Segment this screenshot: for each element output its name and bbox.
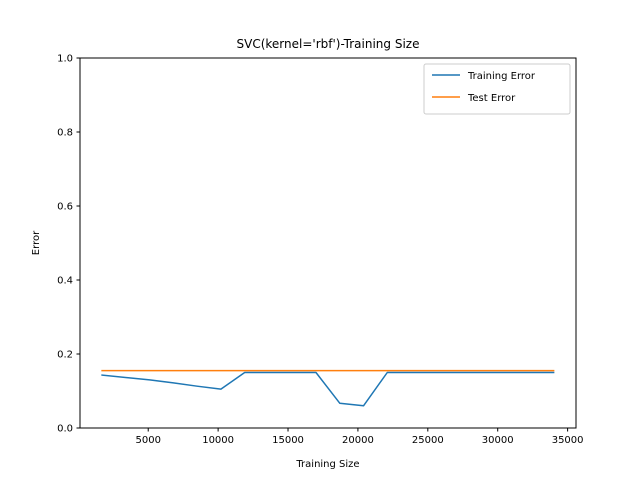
y-tick-label: 0.8 <box>57 128 73 139</box>
x-tick-label: 35000 <box>552 435 584 446</box>
x-tick-label: 10000 <box>202 435 234 446</box>
series-layer <box>101 369 555 407</box>
legend-box <box>423 63 571 115</box>
x-tick-label: 30000 <box>482 435 514 446</box>
y-tick-label: 0.6 <box>57 202 73 213</box>
x-tick-label: 20000 <box>342 435 374 446</box>
y-tick-label: 1.0 <box>57 54 73 65</box>
y-tick-label: 0.4 <box>57 276 73 287</box>
legend: Training Error Test Error <box>423 63 571 115</box>
y-tick-label: 0.0 <box>57 424 73 435</box>
legend-label-1: Training Error <box>467 71 536 82</box>
legend-label-2: Test Error <box>467 93 516 104</box>
y-axis: 0.0 0.2 0.4 0.6 0.8 1.0 <box>57 54 80 435</box>
x-tick-label: 5000 <box>135 435 160 446</box>
x-tick-label: 15000 <box>272 435 304 446</box>
plot-frame <box>79 57 577 429</box>
x-axis-label: Training Size <box>295 459 359 470</box>
chart-title: SVC(kernel='rbf')-Training Size <box>237 37 420 51</box>
x-axis: 5000 10000 15000 20000 25000 30000 35000 <box>135 428 584 446</box>
series-line-1 <box>101 371 555 407</box>
y-tick-label: 0.2 <box>57 350 73 361</box>
y-axis-label: Error <box>31 230 42 255</box>
x-tick-label: 25000 <box>412 435 444 446</box>
